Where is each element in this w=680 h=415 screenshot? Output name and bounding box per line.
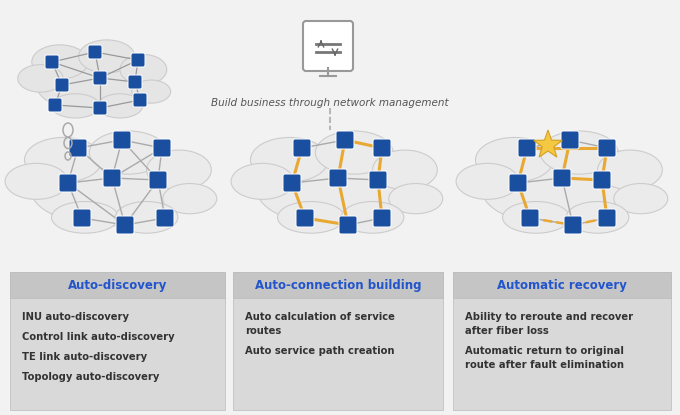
Text: TE link auto-discovery: TE link auto-discovery	[22, 352, 147, 362]
FancyBboxPatch shape	[69, 139, 87, 157]
Text: Build business through network management: Build business through network managemen…	[211, 98, 449, 108]
Ellipse shape	[482, 154, 644, 226]
FancyBboxPatch shape	[131, 53, 145, 67]
Ellipse shape	[32, 45, 88, 79]
Ellipse shape	[257, 154, 419, 226]
Ellipse shape	[147, 150, 211, 190]
Ellipse shape	[316, 131, 393, 174]
FancyBboxPatch shape	[48, 98, 62, 112]
Ellipse shape	[120, 54, 167, 85]
FancyBboxPatch shape	[233, 272, 443, 410]
Ellipse shape	[89, 131, 167, 174]
FancyBboxPatch shape	[296, 209, 314, 227]
FancyBboxPatch shape	[373, 209, 391, 227]
Text: Auto service path creation: Auto service path creation	[245, 346, 394, 356]
FancyBboxPatch shape	[55, 78, 69, 92]
FancyBboxPatch shape	[598, 139, 616, 157]
FancyBboxPatch shape	[233, 272, 443, 298]
Ellipse shape	[541, 131, 618, 174]
Ellipse shape	[5, 164, 68, 199]
Ellipse shape	[503, 202, 569, 233]
FancyBboxPatch shape	[303, 21, 353, 71]
Ellipse shape	[115, 202, 178, 233]
Ellipse shape	[18, 65, 63, 92]
Text: Topology auto-discovery: Topology auto-discovery	[22, 372, 159, 382]
FancyBboxPatch shape	[593, 171, 611, 189]
FancyBboxPatch shape	[293, 139, 311, 157]
FancyBboxPatch shape	[564, 216, 582, 234]
FancyBboxPatch shape	[73, 209, 91, 227]
FancyBboxPatch shape	[518, 139, 536, 157]
FancyBboxPatch shape	[553, 169, 571, 187]
FancyBboxPatch shape	[133, 93, 147, 107]
Ellipse shape	[231, 164, 294, 199]
FancyBboxPatch shape	[45, 55, 59, 69]
Ellipse shape	[389, 183, 443, 214]
Text: Automatic recovery: Automatic recovery	[497, 278, 627, 291]
FancyBboxPatch shape	[88, 45, 102, 59]
FancyBboxPatch shape	[336, 131, 354, 149]
FancyBboxPatch shape	[149, 171, 167, 189]
Text: Auto calculation of service
routes: Auto calculation of service routes	[245, 312, 395, 336]
FancyBboxPatch shape	[283, 174, 301, 192]
FancyBboxPatch shape	[10, 272, 225, 298]
FancyBboxPatch shape	[369, 171, 387, 189]
FancyBboxPatch shape	[521, 209, 539, 227]
Ellipse shape	[456, 164, 519, 199]
FancyBboxPatch shape	[561, 131, 579, 149]
FancyBboxPatch shape	[453, 272, 671, 298]
FancyBboxPatch shape	[59, 174, 77, 192]
Text: Auto-discovery: Auto-discovery	[68, 278, 167, 291]
Ellipse shape	[37, 58, 154, 112]
FancyBboxPatch shape	[113, 131, 131, 149]
Ellipse shape	[598, 150, 662, 190]
FancyBboxPatch shape	[93, 71, 107, 85]
FancyBboxPatch shape	[10, 272, 225, 410]
Ellipse shape	[52, 202, 118, 233]
FancyBboxPatch shape	[93, 101, 107, 115]
Ellipse shape	[51, 94, 100, 118]
Ellipse shape	[31, 154, 193, 226]
FancyBboxPatch shape	[329, 169, 347, 187]
Text: INU auto-discovery: INU auto-discovery	[22, 312, 129, 322]
Ellipse shape	[24, 137, 102, 182]
Text: Auto-connection building: Auto-connection building	[255, 278, 421, 291]
Ellipse shape	[132, 80, 171, 103]
Polygon shape	[534, 130, 562, 157]
Ellipse shape	[373, 150, 437, 190]
FancyBboxPatch shape	[453, 272, 671, 410]
FancyBboxPatch shape	[128, 75, 142, 89]
FancyBboxPatch shape	[509, 174, 527, 192]
Ellipse shape	[163, 183, 217, 214]
Ellipse shape	[341, 202, 404, 233]
FancyBboxPatch shape	[156, 209, 174, 227]
Text: Ability to reroute and recover
after fiber loss: Ability to reroute and recover after fib…	[465, 312, 633, 336]
Ellipse shape	[475, 137, 554, 182]
Ellipse shape	[250, 137, 328, 182]
FancyBboxPatch shape	[339, 216, 357, 234]
Ellipse shape	[79, 40, 135, 73]
Text: Automatic return to original
route after fault elimination: Automatic return to original route after…	[465, 346, 624, 370]
Ellipse shape	[614, 183, 668, 214]
FancyBboxPatch shape	[153, 139, 171, 157]
Text: Control link auto-discovery: Control link auto-discovery	[22, 332, 175, 342]
Ellipse shape	[277, 202, 345, 233]
FancyBboxPatch shape	[598, 209, 616, 227]
FancyBboxPatch shape	[103, 169, 121, 187]
FancyBboxPatch shape	[116, 216, 134, 234]
FancyBboxPatch shape	[373, 139, 391, 157]
Ellipse shape	[97, 94, 143, 118]
Ellipse shape	[566, 202, 629, 233]
